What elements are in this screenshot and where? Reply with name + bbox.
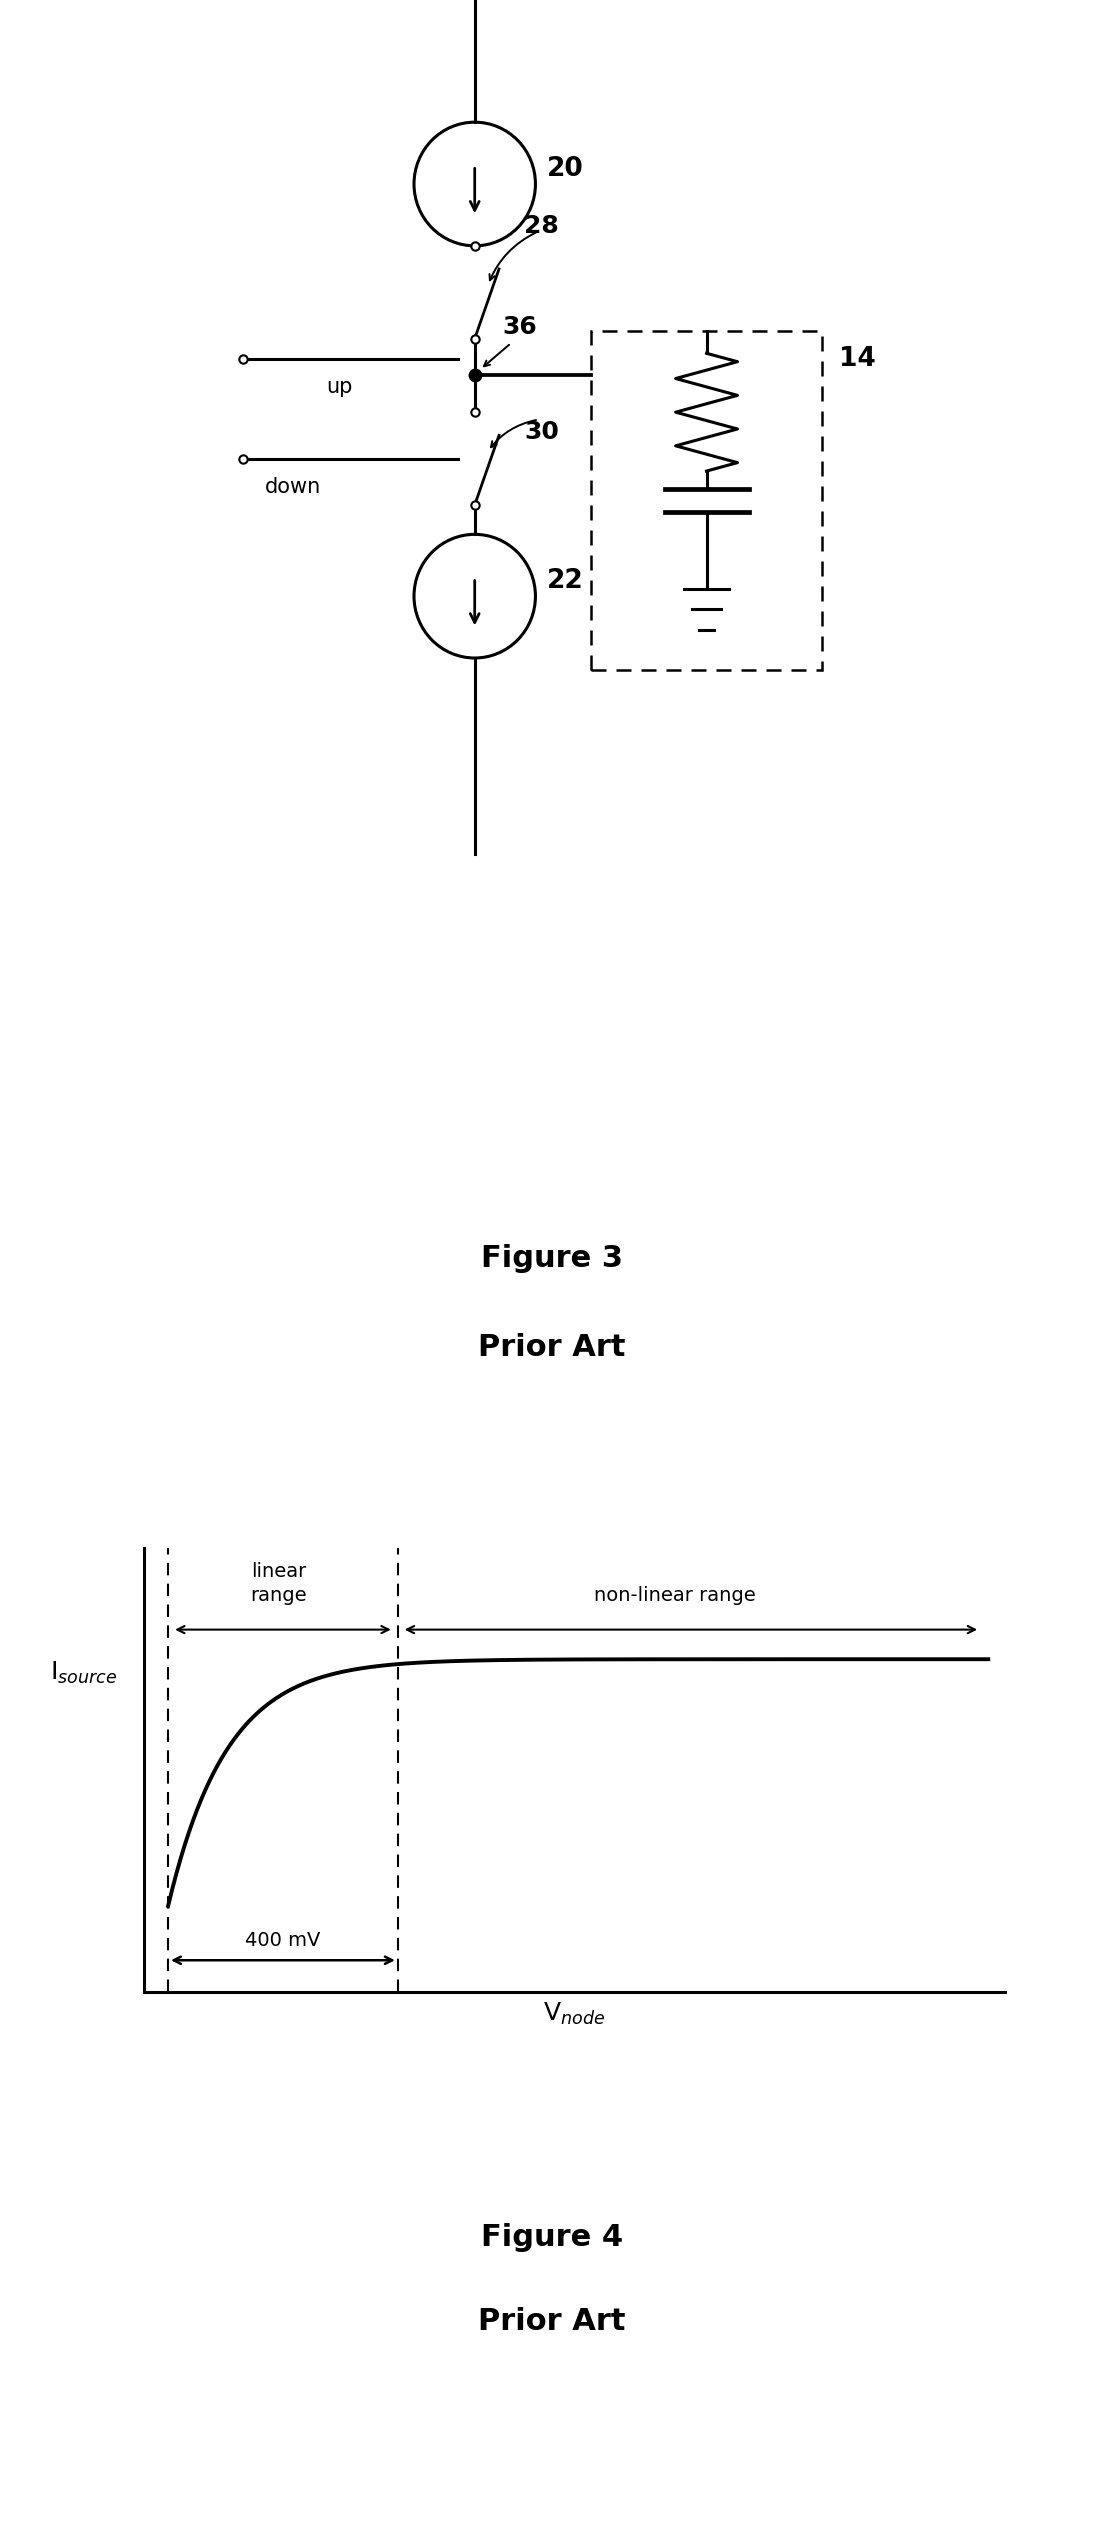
Text: 20: 20 [546, 157, 583, 183]
Y-axis label: I$_{source}$: I$_{source}$ [50, 1660, 117, 1685]
Text: 22: 22 [546, 569, 583, 594]
Text: Prior Art: Prior Art [478, 2307, 626, 2335]
Text: 400 mV: 400 mV [245, 1931, 320, 1949]
Text: Prior Art: Prior Art [478, 1332, 626, 1360]
Text: 14: 14 [839, 345, 875, 373]
Bar [591, 330, 822, 670]
Text: Figure 4: Figure 4 [481, 2223, 623, 2251]
Text: linear
range: linear range [250, 1563, 307, 1604]
Text: 36: 36 [502, 315, 537, 338]
Text: up: up [327, 376, 352, 396]
X-axis label: V$_{node}$: V$_{node}$ [543, 2000, 605, 2028]
Text: 30: 30 [524, 419, 560, 444]
Text: Figure 3: Figure 3 [481, 1244, 623, 1274]
Text: 28: 28 [524, 216, 559, 239]
Text: down: down [265, 477, 321, 497]
Text: non-linear range: non-linear range [594, 1586, 756, 1604]
